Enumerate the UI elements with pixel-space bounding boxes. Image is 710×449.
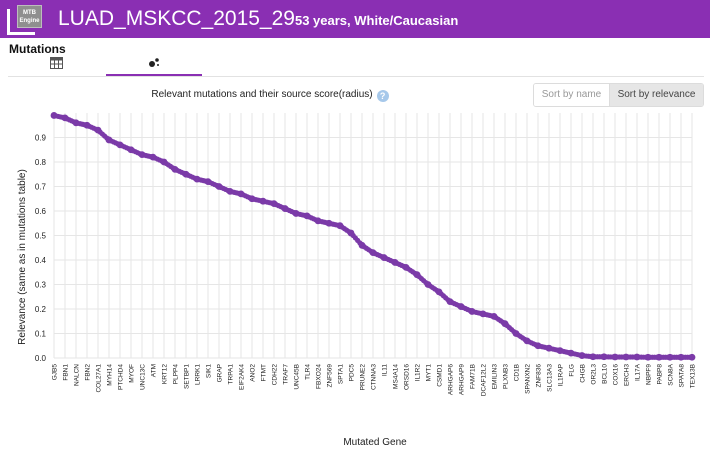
x-tick-label: ERCH3	[624, 364, 631, 386]
x-tick-label: FBXO24	[316, 364, 323, 389]
x-tick-label: GRAP	[217, 364, 224, 382]
y-tick-label: 0.4	[35, 256, 47, 265]
x-tick-label: PDC5	[349, 364, 356, 382]
sort-by-relevance-button[interactable]: Sort by relevance	[610, 84, 703, 106]
x-tick-label: ARHGAP6	[448, 364, 455, 395]
patient-demographics: 53 years, White/Caucasian	[294, 13, 459, 28]
x-tick-label: ARHGAP9	[459, 364, 466, 395]
help-icon[interactable]: ?	[376, 90, 389, 102]
x-tick-label: TRAF7	[283, 364, 290, 385]
y-tick-label: 0.6	[35, 207, 47, 216]
tab-scatter-view[interactable]	[106, 54, 202, 76]
data-points	[50, 112, 696, 361]
section-title: Mutations	[9, 42, 66, 56]
chart-title: Relevant mutations and their source scor…	[151, 89, 373, 100]
x-axis-label: Mutated Gene	[343, 437, 407, 448]
x-tick-label: MYOF	[129, 364, 136, 383]
tab-table-view[interactable]	[8, 54, 104, 74]
x-tick-label: SIK1	[206, 364, 213, 378]
x-tick-label: UNC13C	[140, 364, 147, 390]
patient-id: LUAD_MSKCC_2015_29	[58, 7, 295, 30]
table-icon	[50, 57, 63, 69]
x-tick-label: ANO2	[250, 364, 257, 382]
x-tick-label: CSMD1	[437, 364, 444, 387]
x-tick-label: ORSD16	[404, 364, 411, 390]
x-tick-label: IL1R2	[415, 364, 422, 382]
x-tick-label: OR2L3	[591, 364, 598, 385]
x-tick-label: COL27A1	[96, 364, 103, 393]
x-tick-label: KRT12	[162, 364, 169, 384]
x-tick-label: NALCN	[74, 364, 81, 386]
x-tick-label: PLPP4	[173, 364, 180, 385]
x-tick-label: SLC13A3	[547, 364, 554, 392]
x-tick-label: SPATA8	[679, 364, 686, 388]
patient-title: LUAD_MSKCC_2015_2953 years, White/Caucas…	[58, 4, 458, 34]
x-tick-label: SPANXN2	[525, 364, 532, 394]
x-tick-label: EIF2AK4	[239, 364, 246, 390]
y-tick-label: 0.0	[35, 354, 47, 363]
view-tabs	[8, 54, 704, 77]
y-tick-label: 0.3	[35, 281, 47, 290]
x-tick-label: FLG	[569, 364, 576, 377]
x-tick-label: SCN8A	[668, 363, 675, 385]
data-point[interactable]	[688, 353, 696, 361]
y-tick-label: 0.9	[35, 134, 47, 143]
y-axis-label: Relevance (same as in mutations table)	[17, 169, 28, 345]
sort-by-name-button[interactable]: Sort by name	[534, 84, 610, 106]
x-tick-label: ZNF836	[536, 364, 543, 388]
chart-title-row: Relevant mutations and their source scor…	[0, 89, 540, 102]
scatter-plot-icon	[149, 58, 159, 67]
x-tick-label: PTCHD4	[118, 364, 125, 390]
x-tick-label: MYT1	[426, 364, 433, 382]
x-tick-label: FTMT	[261, 364, 268, 381]
x-tick-label: FBN1	[63, 364, 70, 381]
x-tick-label: MS4A14	[393, 364, 400, 389]
x-tick-label: NBPF9	[646, 364, 653, 385]
x-tick-label: SETBP1	[184, 364, 191, 389]
y-axis-ticks: 0.0 0.1 0.2 0.3 0.4 0.5 0.6 0.7 0.8 0.9	[35, 134, 47, 364]
x-tick-label: TEX13B	[690, 364, 697, 388]
relevance-scatter-chart: 0.0 0.1 0.2 0.3 0.4 0.5 0.6 0.7 0.8 0.9 GJB5 FBN1 N…	[17, 112, 697, 448]
logo-frame: MTB Engine	[7, 3, 43, 35]
x-tick-label: PRUNE2	[360, 364, 367, 391]
grid	[53, 113, 693, 359]
x-tick-label: ZNF569	[327, 364, 334, 388]
x-tick-label: GJB5	[52, 364, 59, 381]
x-axis-ticks: GJB5 FBN1 NALCN FBN2 COL27A1 MYH14 PTCHD4 MYOF U…	[52, 363, 697, 396]
x-tick-label: PLXNB3	[503, 364, 510, 389]
mtb-engine-logo[interactable]: MTB Engine	[7, 3, 43, 35]
y-tick-label: 0.8	[35, 158, 47, 167]
x-tick-label: DCAF12L2	[481, 364, 488, 397]
x-tick-label: UNC45B	[294, 364, 301, 390]
y-tick-label: 0.7	[35, 183, 47, 192]
logo-badge: MTB Engine	[17, 5, 42, 28]
x-tick-label: FAM71B	[470, 364, 477, 389]
x-tick-label: FBN2	[85, 364, 92, 381]
x-tick-label: TLR4	[305, 364, 312, 380]
x-tick-label: IL11	[382, 364, 389, 377]
logo-bracket-horizontal	[7, 32, 35, 35]
y-tick-label: 0.1	[35, 330, 47, 339]
x-tick-label: CD1B	[514, 364, 521, 381]
x-tick-label: SPTA1	[338, 364, 345, 384]
x-tick-label: EMILIN3	[492, 364, 499, 390]
app-header: MTB Engine LUAD_MSKCC_2015_2953 years, Wh…	[0, 0, 710, 38]
x-tick-label: PABP8	[657, 364, 664, 385]
x-tick-label: IL1RAP	[558, 364, 565, 386]
sort-toggle: Sort by name Sort by relevance	[533, 83, 704, 107]
x-tick-label: ATM	[151, 364, 158, 377]
x-tick-label: CTNNA3	[371, 364, 378, 390]
x-tick-label: CDH22	[272, 364, 279, 386]
x-tick-label: LRRK1	[195, 364, 202, 385]
y-tick-label: 0.2	[35, 305, 47, 314]
x-tick-label: TRPA1	[228, 364, 235, 385]
x-tick-label: IL17A	[635, 363, 642, 381]
x-tick-label: BCL10	[602, 364, 609, 384]
x-tick-label: CHGB	[580, 364, 587, 383]
x-tick-label: COX16	[613, 364, 620, 386]
logo-bracket-vertical	[7, 9, 10, 35]
y-tick-label: 0.5	[35, 232, 47, 241]
x-tick-label: MYH14	[107, 364, 114, 386]
